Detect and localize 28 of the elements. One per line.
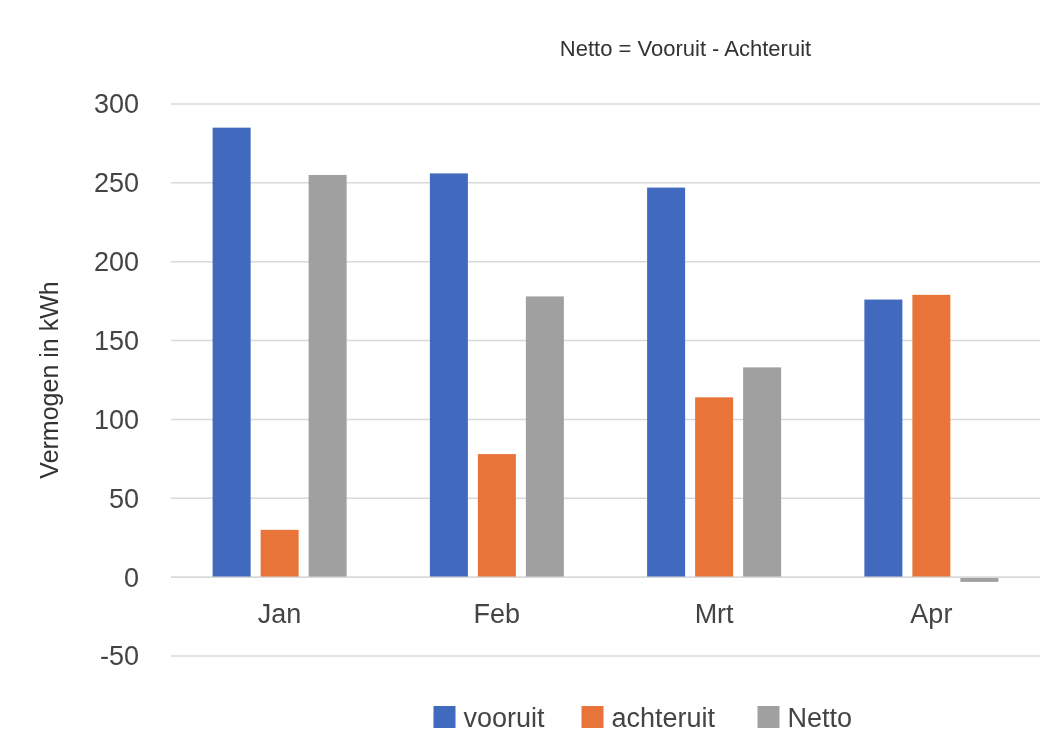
chart-title: Netto = Vooruit - Achteruit	[559, 36, 812, 61]
legend-label: Netto	[787, 703, 853, 734]
legend-label: achteruit	[611, 703, 716, 734]
y-tick-label: 250	[93, 168, 139, 199]
bar	[429, 173, 468, 578]
legend-label: vooruit	[463, 703, 546, 734]
y-tick-label: 150	[93, 326, 139, 357]
x-tick-label: Feb	[473, 599, 521, 630]
x-tick-label: Apr	[910, 599, 953, 630]
bar	[260, 529, 299, 578]
y-tick-label: -50	[99, 641, 139, 672]
x-tick-label: Mrt	[694, 599, 735, 630]
y-tick-label: 300	[93, 89, 139, 120]
bar	[308, 174, 347, 578]
y-tick-label: 200	[93, 247, 139, 278]
x-tick-label: Jan	[257, 599, 302, 630]
bar	[743, 367, 782, 578]
y-tick-label: 100	[93, 404, 139, 435]
bar	[864, 299, 903, 578]
y-axis-title: Vermogen in kWh	[35, 281, 63, 479]
bar	[477, 454, 516, 578]
y-tick-label: 0	[123, 562, 139, 593]
bar	[525, 296, 564, 578]
bar	[212, 127, 251, 578]
bar	[695, 397, 734, 578]
bar	[912, 294, 951, 578]
y-tick-label: 50	[108, 483, 139, 514]
bar	[647, 187, 686, 578]
